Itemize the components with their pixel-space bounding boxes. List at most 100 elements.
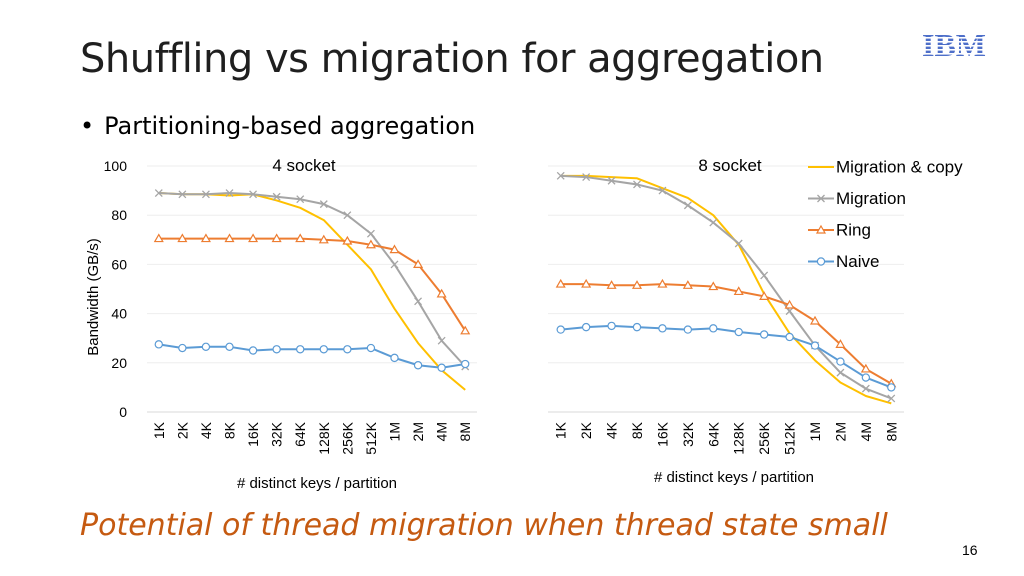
x-tick-label: 1K <box>151 421 167 439</box>
chart-panel-1: 0 20 40 60 80 100 Bandwidth (GB/s) 1K 2K 4K 8K 16K 3… <box>85 156 477 492</box>
x-tick-label: 8M <box>457 422 473 441</box>
data-point <box>366 343 376 353</box>
x-tick-label: 16K <box>245 421 261 447</box>
data-point <box>272 192 281 201</box>
data-point <box>413 361 423 370</box>
data-point <box>436 288 447 298</box>
data-point <box>887 383 896 392</box>
x-tick-label: 1M <box>807 422 823 441</box>
data-point <box>683 201 692 210</box>
x-tick-label: 64K <box>705 421 721 447</box>
data-point <box>366 229 375 238</box>
x-tick-label: 16K <box>654 421 670 447</box>
legend-item-ring: Ring <box>808 221 871 240</box>
data-point <box>734 239 743 248</box>
data-point <box>365 239 376 249</box>
chart-panel-2: 1K 2K 4K 8K 16K 32K 64K 128K 256K 512K 1M 2M 4M 8M # d… <box>548 156 963 486</box>
y-axis-label: Bandwidth (GB/s) <box>85 238 102 356</box>
x-tick-label: 32K <box>680 421 696 447</box>
x-tick-label: 1K <box>553 421 569 439</box>
legend-label: Ring <box>836 221 871 240</box>
legend-label: Migration & copy <box>836 158 963 177</box>
data-point <box>555 278 566 288</box>
data-point <box>581 278 592 288</box>
data-point <box>318 234 329 244</box>
data-point <box>709 324 718 333</box>
data-point <box>225 342 234 352</box>
bullet-text: Partitioning-based aggregation <box>104 112 476 140</box>
x-tick-label: 8K <box>222 421 238 439</box>
series-line <box>158 192 466 368</box>
x-tick-label: 128K <box>316 421 332 454</box>
x-tick-label: 128K <box>731 421 747 454</box>
x-tick-label: 1M <box>387 422 403 441</box>
data-point <box>271 233 282 243</box>
series-line <box>560 174 892 405</box>
x-tick-label: 2K <box>174 421 190 439</box>
x-tick-label: 32K <box>269 421 285 447</box>
data-point <box>556 171 565 180</box>
series-line <box>560 324 892 389</box>
x-axis-label: # distinct keys / partition <box>654 469 814 486</box>
y-tick-label: 60 <box>111 256 127 272</box>
data-point <box>296 195 305 204</box>
data-point <box>178 190 187 199</box>
series-naive <box>154 340 470 372</box>
data-point <box>785 332 794 342</box>
data-point <box>785 307 794 316</box>
series-migration-copy <box>560 174 892 405</box>
data-point <box>177 233 188 243</box>
y-tick-label: 80 <box>111 207 127 223</box>
data-point <box>861 384 870 393</box>
data-point <box>248 346 258 355</box>
data-point <box>178 343 187 353</box>
series-line <box>560 174 892 400</box>
series-naive <box>556 321 896 392</box>
data-point <box>414 297 423 306</box>
series-migration <box>154 189 470 371</box>
series-ring <box>555 278 897 388</box>
data-point <box>437 363 446 372</box>
data-point <box>200 233 211 243</box>
data-point <box>319 200 328 209</box>
x-tick-label: 2M <box>832 422 848 441</box>
data-point <box>708 281 719 291</box>
y-tick-label: 40 <box>111 306 127 322</box>
data-point <box>836 368 845 377</box>
data-point <box>154 340 163 349</box>
x-tick-label: 8M <box>883 422 899 441</box>
data-point <box>390 353 399 363</box>
series-line <box>158 192 466 391</box>
data-point <box>887 394 896 403</box>
series-ring <box>153 233 471 335</box>
data-point <box>861 373 871 382</box>
data-point <box>836 357 845 366</box>
chart-title: 4 socket <box>272 156 336 175</box>
data-point <box>759 291 770 300</box>
data-point <box>606 280 617 289</box>
data-point <box>682 280 693 289</box>
data-point <box>201 342 211 352</box>
data-point <box>658 324 667 333</box>
data-point <box>658 186 667 195</box>
slide-title: Shuffling vs migration for aggregation <box>80 36 824 82</box>
bullet-dot-icon: • <box>80 112 95 140</box>
series-line <box>560 283 892 385</box>
legend-item-migration-copy: Migration & copy <box>808 158 963 177</box>
data-point <box>461 359 470 369</box>
legend-item-migration: Migration <box>808 189 906 208</box>
legend-marker <box>815 224 827 234</box>
data-point <box>759 330 769 339</box>
series-line <box>158 237 467 332</box>
x-tick-label: 512K <box>363 421 379 454</box>
data-point <box>809 315 821 325</box>
data-point <box>835 339 846 348</box>
data-point <box>389 244 400 254</box>
data-point <box>225 189 234 198</box>
x-tick-label: 4K <box>198 421 214 439</box>
y-tick-label: 100 <box>104 158 128 174</box>
data-point <box>860 363 871 373</box>
data-point <box>343 345 352 354</box>
data-point <box>413 259 424 268</box>
legend-label: Migration <box>836 189 906 208</box>
